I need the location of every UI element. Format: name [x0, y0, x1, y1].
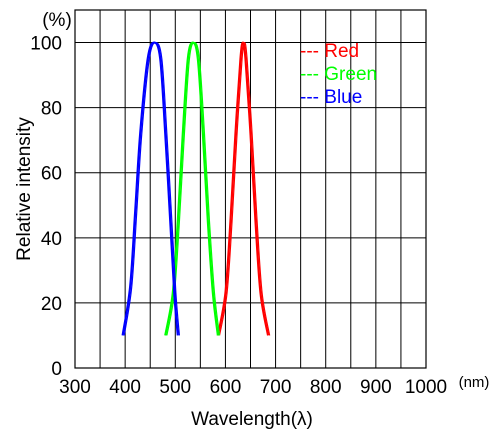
legend-swatch: ---: [300, 64, 324, 85]
x-tick-label: 1000: [405, 377, 447, 398]
series-line-red-outline: [218, 41, 271, 336]
x-tick-label: 500: [159, 377, 191, 398]
legend-entry-red: --- Red: [300, 41, 359, 62]
x-tick-label: 300: [59, 377, 91, 398]
x-tick-label: 800: [310, 377, 342, 398]
legend-swatch: ---: [300, 41, 324, 62]
series-line-green-outline: [166, 41, 221, 336]
y-tick-label: 80: [41, 99, 62, 120]
x-unit-label: (nm): [459, 374, 490, 391]
y-tick-label: 20: [41, 294, 62, 315]
series-layer: [121, 41, 271, 336]
legend: --- Red--- Green--- Blue: [300, 41, 377, 108]
x-tick-labels: 300 400 500 600 700 800 900 1000: [59, 377, 447, 398]
legend-entry-green: --- Green: [300, 64, 377, 85]
y-tick-label: 40: [41, 229, 62, 250]
y-axis-title: Relative intensity: [14, 117, 35, 261]
legend-label: Red: [324, 41, 359, 62]
series-line-red: [216, 41, 270, 336]
y-unit-label: (%): [42, 10, 72, 31]
legend-swatch: ---: [300, 87, 324, 108]
y-tick-label: 100: [30, 34, 62, 55]
legend-label: Blue: [324, 87, 362, 108]
x-axis-title: Wavelength(λ): [191, 409, 313, 430]
x-tick-label: 400: [109, 377, 141, 398]
plot-frame: [74, 9, 427, 369]
x-tick-label: 600: [210, 377, 242, 398]
y-tick-label: 0: [51, 359, 62, 380]
x-tick-label: 700: [260, 377, 292, 398]
legend-entry-blue: --- Blue: [300, 87, 362, 108]
y-tick-label: 60: [41, 164, 62, 185]
series-line-blue-outline: [123, 41, 180, 336]
x-tick-label: 900: [360, 377, 392, 398]
y-tick-labels: 0 20 40 60 80 100: [30, 34, 62, 380]
legend-label: Green: [324, 64, 377, 85]
